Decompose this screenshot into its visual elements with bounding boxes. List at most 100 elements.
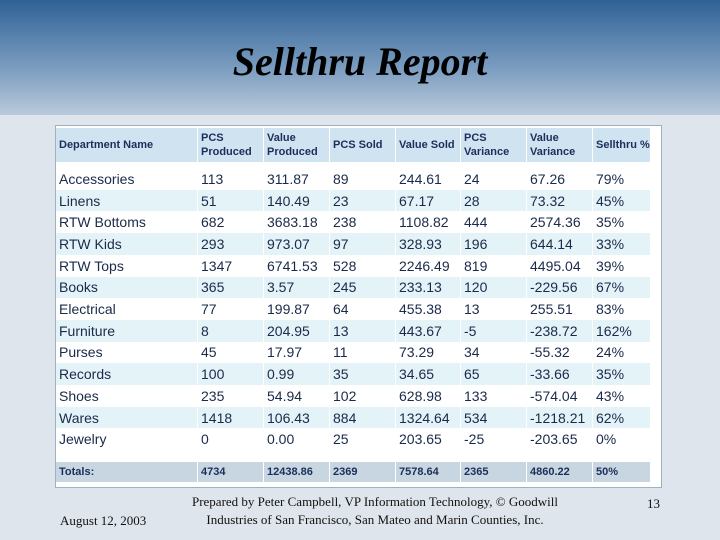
table-cell: Department Name bbox=[56, 128, 198, 162]
totals-row: Totals: 4734 12438.86 2369 7578.64 2365 4860.2… bbox=[56, 462, 661, 482]
table-cell: 819 bbox=[461, 254, 527, 277]
table-cell: 365 bbox=[198, 276, 264, 299]
table-cell: PCS Sold bbox=[330, 128, 396, 162]
table-cell: 67.17 bbox=[396, 189, 461, 212]
table-cell: 3.57 bbox=[264, 276, 330, 299]
table-cell: 43% bbox=[593, 385, 651, 407]
table-cell: 293 bbox=[198, 233, 264, 255]
table-cell: 1324.64 bbox=[396, 406, 461, 429]
table-cell: 199.87 bbox=[264, 298, 330, 320]
table-cell: 245 bbox=[330, 276, 396, 299]
table-cell: 50% bbox=[593, 462, 651, 482]
table-cell: Furniture bbox=[56, 319, 198, 342]
table-cell: 973.07 bbox=[264, 233, 330, 255]
data-row: RTW Tops 1347 6741.53 528 2246.49 819 4495.04 3… bbox=[56, 254, 661, 277]
table-cell: 133 bbox=[461, 385, 527, 407]
data-row: Shoes 235 54.94 102 628.98 133 -574.04 43% bbox=[56, 385, 661, 407]
table-cell: 1347 bbox=[198, 254, 264, 277]
table-cell: 1108.82 bbox=[396, 211, 461, 234]
table-cell: Value Produced bbox=[264, 128, 330, 162]
footer-credit: Prepared by Peter Campbell, VP Informati… bbox=[191, 494, 559, 527]
table-cell: 83% bbox=[593, 298, 651, 320]
report-table: Department Name PCS Produced Value Produce… bbox=[55, 125, 662, 488]
table-cell: 4495.04 bbox=[527, 254, 593, 277]
table-cell: 682 bbox=[198, 211, 264, 234]
data-row: Wares 1418 106.43 884 1324.64 534 -1218.21 62% bbox=[56, 406, 661, 429]
data-row: Books 365 3.57 245 233.13 120 -229.56 67% bbox=[56, 276, 661, 299]
data-row: Records 100 0.99 35 34.65 65 -33.66 35% bbox=[56, 363, 661, 385]
table-cell: -203.65 bbox=[527, 428, 593, 451]
table-cell: 67.26 bbox=[527, 168, 593, 190]
table-cell: 79% bbox=[593, 168, 651, 190]
table-cell: RTW Bottoms bbox=[56, 211, 198, 234]
data-row: Linens 51 140.49 23 67.17 28 73.32 45% bbox=[56, 189, 661, 212]
table-cell: 106.43 bbox=[264, 406, 330, 429]
page-number: 13 bbox=[647, 496, 660, 511]
table-cell: 13 bbox=[330, 319, 396, 342]
table-cell: 97 bbox=[330, 233, 396, 255]
table-cell: Purses bbox=[56, 341, 198, 364]
data-row: RTW Bottoms 682 3683.18 238 1108.82 444 2574.3… bbox=[56, 211, 661, 234]
table-cell: 51 bbox=[198, 189, 264, 212]
table-cell: 67% bbox=[593, 276, 651, 299]
data-row: Accessories 113 311.87 89 244.61 24 67.26 79% bbox=[56, 168, 661, 190]
table-cell: Totals: bbox=[56, 462, 198, 482]
table-cell: -238.72 bbox=[527, 319, 593, 342]
table-cell: 24 bbox=[461, 168, 527, 190]
table-cell: 64 bbox=[330, 298, 396, 320]
table-cell: 233.13 bbox=[396, 276, 461, 299]
table-cell: 25 bbox=[330, 428, 396, 451]
table-cell: Sellthru % bbox=[593, 128, 651, 162]
table-cell: Linens bbox=[56, 189, 198, 212]
table-cell: 884 bbox=[330, 406, 396, 429]
table-cell: 2574.36 bbox=[527, 211, 593, 234]
table-cell: 73.29 bbox=[396, 341, 461, 364]
data-row: Purses 45 17.97 11 73.29 34 -55.32 24% bbox=[56, 341, 661, 364]
table-cell: 100 bbox=[198, 363, 264, 385]
table-cell: 203.65 bbox=[396, 428, 461, 451]
table-cell: 0 bbox=[198, 428, 264, 451]
table-cell: 204.95 bbox=[264, 319, 330, 342]
table-cell: Value Sold bbox=[396, 128, 461, 162]
table-cell: RTW Kids bbox=[56, 233, 198, 255]
table-cell: 54.94 bbox=[264, 385, 330, 407]
table-cell: 140.49 bbox=[264, 189, 330, 212]
table-cell: 1418 bbox=[198, 406, 264, 429]
table-cell: 8 bbox=[198, 319, 264, 342]
table-cell: 444 bbox=[461, 211, 527, 234]
data-row: Jewelry 0 0.00 25 203.65 -25 -203.65 0% bbox=[56, 428, 661, 451]
table-cell: 455.38 bbox=[396, 298, 461, 320]
table-cell: Jewelry bbox=[56, 428, 198, 451]
table-cell: 65 bbox=[461, 363, 527, 385]
table-cell: 35 bbox=[330, 363, 396, 385]
table-cell: 120 bbox=[461, 276, 527, 299]
table-cell: 35% bbox=[593, 363, 651, 385]
table-cell: 113 bbox=[198, 168, 264, 190]
table-cell: 2369 bbox=[330, 462, 396, 482]
table-cell: 328.93 bbox=[396, 233, 461, 255]
table-cell: 644.14 bbox=[527, 233, 593, 255]
table-cell: 162% bbox=[593, 319, 651, 342]
table-cell: 3683.18 bbox=[264, 211, 330, 234]
table-cell: 28 bbox=[461, 189, 527, 212]
table-cell: 255.51 bbox=[527, 298, 593, 320]
slide-title: Sellthru Report bbox=[232, 39, 488, 84]
table-cell: 17.97 bbox=[264, 341, 330, 364]
title-bar: Sellthru Report bbox=[0, 0, 720, 115]
table-cell: 534 bbox=[461, 406, 527, 429]
table-cell: 23 bbox=[330, 189, 396, 212]
table-cell: -5 bbox=[461, 319, 527, 342]
table-cell: 73.32 bbox=[527, 189, 593, 212]
table-cell: 196 bbox=[461, 233, 527, 255]
table-cell: -1218.21 bbox=[527, 406, 593, 429]
table-cell: 238 bbox=[330, 211, 396, 234]
table-cell: 34.65 bbox=[396, 363, 461, 385]
table-cell: 0% bbox=[593, 428, 651, 451]
table-cell: 628.98 bbox=[396, 385, 461, 407]
data-row: Electrical 77 199.87 64 455.38 13 255.51 83% bbox=[56, 298, 661, 320]
table-cell: 13 bbox=[461, 298, 527, 320]
table-cell: 45 bbox=[198, 341, 264, 364]
table-cell: -55.32 bbox=[527, 341, 593, 364]
table-cell: Shoes bbox=[56, 385, 198, 407]
